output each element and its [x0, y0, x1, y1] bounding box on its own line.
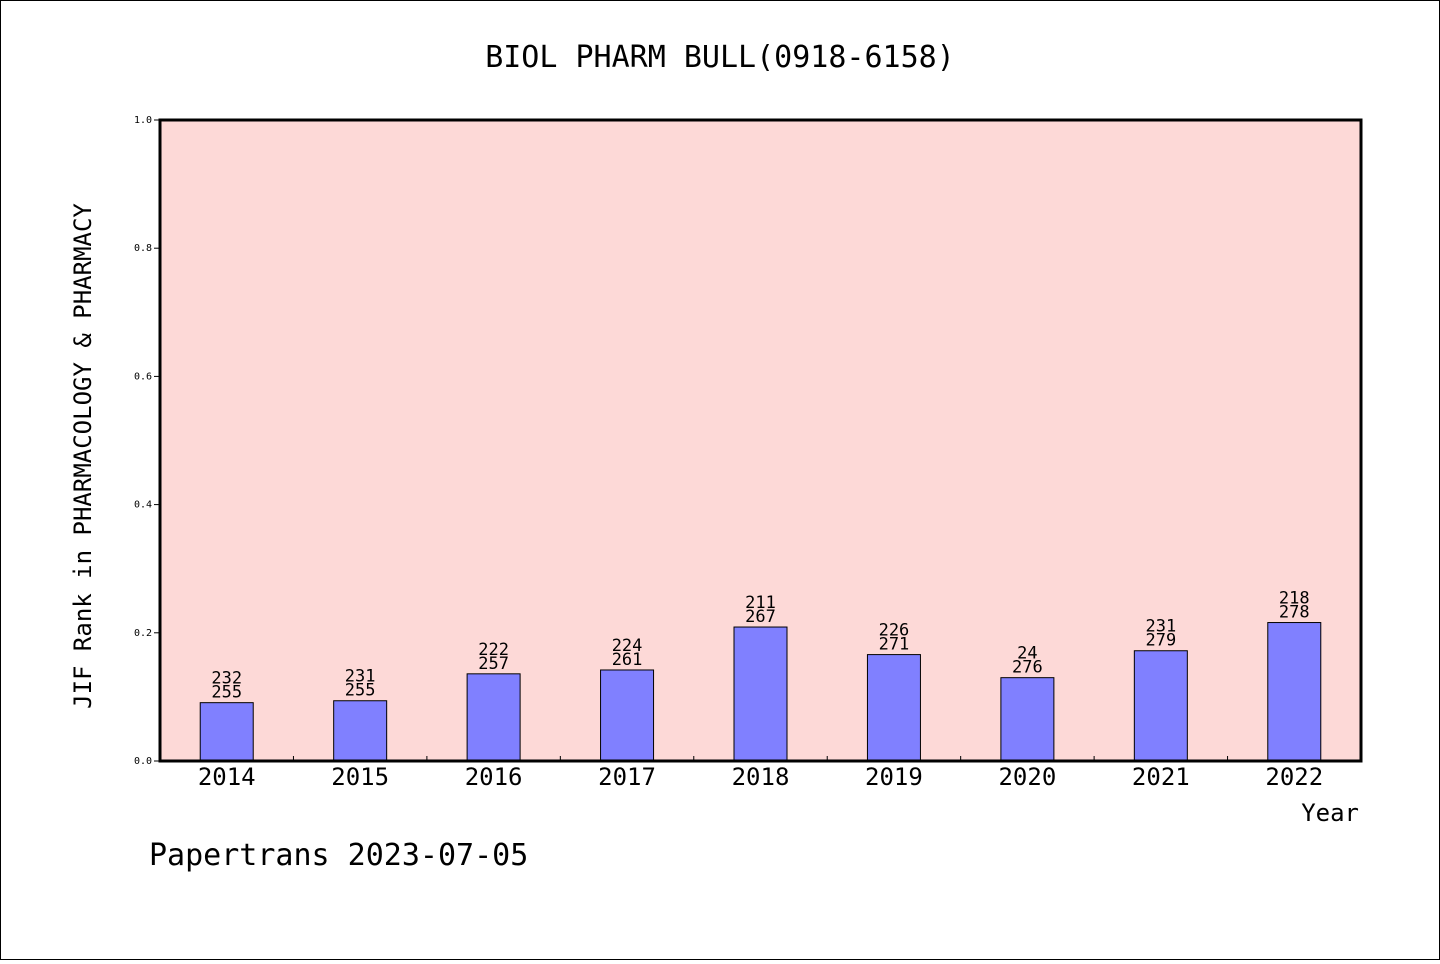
bar-2014	[199, 702, 254, 762]
bar-label-rank: 224	[612, 636, 643, 656]
bar-label-total: 271	[879, 635, 910, 655]
bars	[199, 622, 1322, 762]
bar-label-total: 255	[345, 681, 376, 701]
bar-label-total: 255	[211, 683, 242, 703]
x-tick-label: 2015	[331, 763, 389, 791]
y-tick-label: 0.6	[134, 371, 152, 382]
x-axis: 2014 2015 2016 2017 2018 2019 2020 2021 2022	[198, 756, 1323, 791]
y-tick-label: 0.0	[134, 756, 152, 767]
x-tick-label: 2016	[465, 763, 523, 791]
bar-label-total: 261	[612, 650, 643, 670]
bar-label-total: 279	[1145, 631, 1176, 651]
bar-label-total: 267	[745, 607, 776, 627]
x-tick-label: 2021	[1132, 763, 1190, 791]
bar-2019	[866, 654, 921, 762]
x-tick-label: 2014	[198, 763, 256, 791]
bar-label-rank: 232	[211, 669, 242, 689]
bar-2021	[1133, 650, 1188, 762]
x-axis-title: Year	[1301, 799, 1359, 827]
bar-label-total: 276	[1012, 658, 1043, 678]
bar-2016	[466, 673, 521, 762]
bar-label-total: 278	[1279, 603, 1310, 623]
footer-credit: Papertrans 2023-07-05	[149, 838, 528, 873]
plot-border	[158, 118, 1363, 763]
x-tick-label: 2022	[1265, 763, 1323, 791]
bar-label-total: 257	[478, 654, 509, 674]
bar-label-rank: 218	[1279, 589, 1310, 609]
bar-2015	[333, 700, 388, 762]
x-tick-label: 2018	[732, 763, 790, 791]
y-tick-label: 1.0	[134, 115, 152, 126]
y-axis-title: JIF Rank in PHARMACOLOGY & PHARMACY	[69, 203, 97, 709]
y-tick-label: 0.8	[134, 243, 152, 254]
x-tick-label: 2020	[998, 763, 1056, 791]
x-tick-label: 2019	[865, 763, 923, 791]
bar-label-rank: 226	[879, 621, 910, 641]
bar-2017	[600, 669, 655, 762]
bar-label-rank: 231	[345, 667, 376, 687]
bar-2018	[733, 626, 788, 762]
bar-label-rank: 24	[1017, 644, 1037, 664]
y-tick-label: 0.4	[134, 500, 152, 511]
y-axis: 0.0 0.2 0.4 0.6 0.8 1.0	[134, 115, 160, 767]
bar-label-rank: 222	[478, 640, 509, 660]
bar-label-rank: 231	[1145, 617, 1176, 637]
bar-2020	[1000, 677, 1055, 762]
bar-2022	[1267, 622, 1322, 762]
bar-label-rank: 211	[745, 593, 776, 613]
x-tick-label: 2017	[598, 763, 656, 791]
y-tick-label: 0.2	[134, 628, 152, 639]
chart-title: BIOL PHARM BULL(0918-6158)	[485, 40, 955, 75]
